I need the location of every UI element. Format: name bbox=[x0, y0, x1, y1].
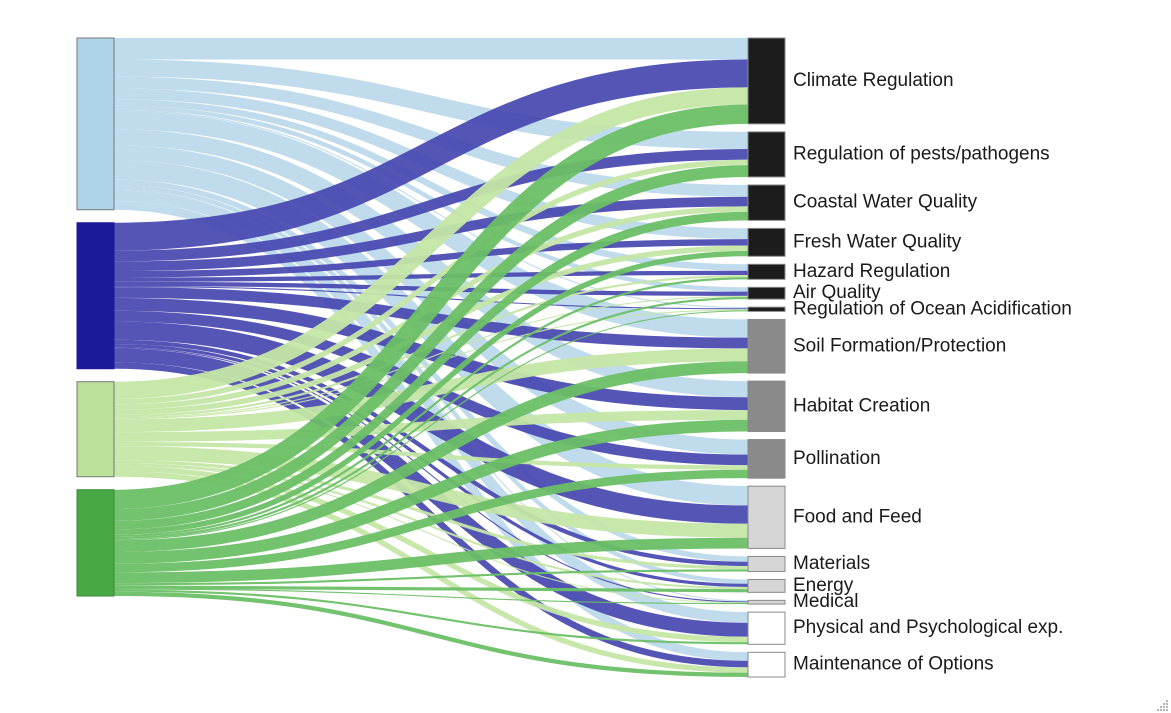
target-node-label: Coastal Water Quality bbox=[793, 192, 978, 213]
flow-link bbox=[113, 591, 749, 677]
flow-link bbox=[113, 245, 749, 416]
labels-group: Climate Regulation Regulation of pests/pa… bbox=[793, 70, 1072, 675]
target-node-label: Maintenance of Options bbox=[793, 654, 994, 675]
source-nodes-group bbox=[76, 37, 115, 597]
source-node[interactable] bbox=[76, 381, 115, 478]
flow-link bbox=[113, 59, 749, 251]
flow-link bbox=[113, 270, 749, 282]
flow-link bbox=[113, 295, 749, 419]
target-node-label: Hazard Regulation bbox=[793, 261, 950, 282]
target-node[interactable] bbox=[747, 131, 786, 178]
target-node[interactable] bbox=[747, 318, 786, 374]
flow-link bbox=[113, 159, 749, 405]
flow-link bbox=[113, 347, 749, 603]
target-node[interactable] bbox=[747, 611, 786, 645]
flow-link bbox=[113, 104, 749, 510]
flow-link bbox=[113, 569, 749, 586]
target-node[interactable] bbox=[747, 599, 786, 605]
target-nodes-group bbox=[747, 37, 786, 678]
flow-link bbox=[113, 537, 749, 584]
target-node[interactable] bbox=[747, 439, 786, 479]
target-node-label: Climate Regulation bbox=[793, 70, 954, 91]
flow-link bbox=[113, 310, 749, 541]
flow-link bbox=[113, 589, 749, 645]
target-node-label: Regulation of Ocean Acidification bbox=[793, 298, 1072, 319]
source-node[interactable] bbox=[76, 489, 115, 597]
flow-link bbox=[113, 419, 749, 564]
flow-link bbox=[113, 297, 749, 411]
flow-link bbox=[113, 361, 749, 552]
target-node[interactable] bbox=[747, 263, 786, 280]
flow-link bbox=[113, 460, 749, 570]
target-node-label: Regulation of pests/pathogens bbox=[793, 143, 1050, 164]
flow-link bbox=[113, 250, 749, 535]
target-node-label: Physical and Psychological exp. bbox=[793, 617, 1063, 638]
target-node[interactable] bbox=[747, 651, 786, 678]
target-node[interactable] bbox=[747, 485, 786, 549]
source-node[interactable] bbox=[76, 222, 115, 370]
flow-link bbox=[113, 165, 749, 521]
flow-link bbox=[113, 105, 749, 292]
target-node[interactable] bbox=[747, 380, 786, 433]
flow-link bbox=[113, 296, 749, 540]
target-node[interactable] bbox=[747, 37, 786, 125]
flow-link bbox=[113, 588, 749, 605]
target-node[interactable] bbox=[747, 578, 786, 593]
links-group bbox=[113, 37, 749, 677]
flow-link bbox=[113, 110, 749, 338]
target-node-label: Energy bbox=[793, 575, 854, 596]
flow-link bbox=[113, 87, 749, 399]
target-node-label: Habitat Creation bbox=[793, 395, 930, 416]
target-node[interactable] bbox=[747, 227, 786, 257]
target-node[interactable] bbox=[747, 286, 786, 300]
flow-link bbox=[113, 239, 749, 278]
target-node-label: Pollination bbox=[793, 448, 881, 469]
target-node-label: Medical bbox=[793, 591, 858, 612]
flow-link bbox=[113, 469, 749, 573]
flow-link bbox=[113, 149, 749, 262]
flow-link bbox=[113, 309, 749, 420]
target-node[interactable] bbox=[747, 184, 786, 221]
flow-link bbox=[113, 410, 749, 442]
flow-link bbox=[113, 277, 749, 537]
target-node[interactable] bbox=[747, 555, 786, 572]
target-node-label: Fresh Water Quality bbox=[793, 231, 962, 252]
flow-link bbox=[113, 211, 749, 530]
source-node[interactable] bbox=[76, 37, 115, 211]
target-node-label: Soil Formation/Protection bbox=[793, 335, 1006, 356]
target-node-label: Materials bbox=[793, 553, 870, 574]
target-node[interactable] bbox=[747, 306, 786, 312]
resize-grip-icon[interactable] bbox=[1157, 699, 1169, 711]
flow-link bbox=[113, 585, 749, 593]
target-node-label: Air Quality bbox=[793, 282, 881, 303]
target-node-label: Food and Feed bbox=[793, 506, 922, 527]
